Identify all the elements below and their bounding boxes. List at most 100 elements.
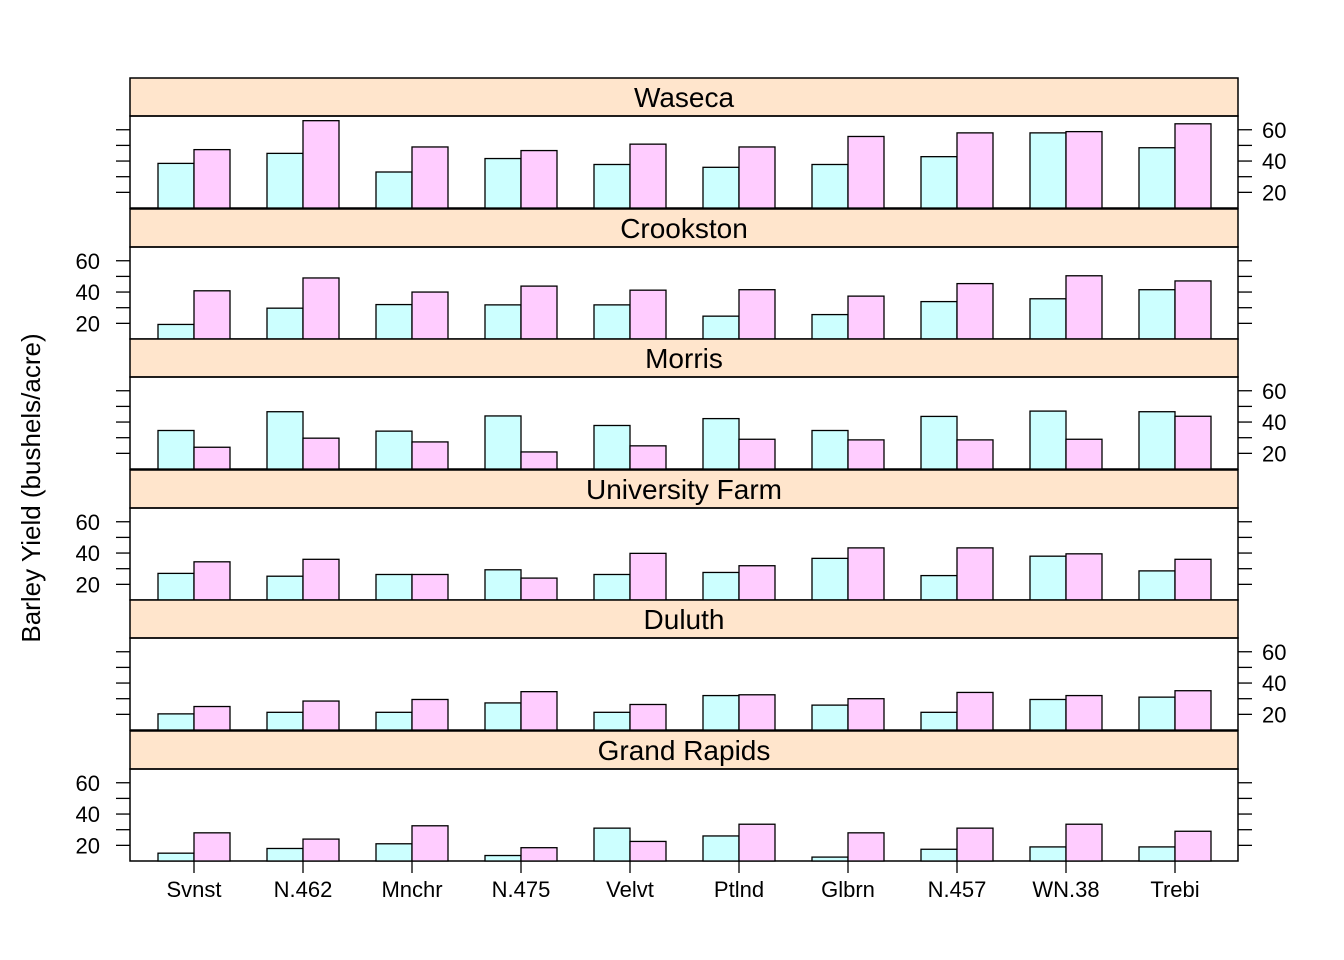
bar-mnchr-series-0 — [375, 430, 413, 470]
bar-glbrn-series-1 — [847, 135, 885, 209]
bar-svnst-series-0 — [157, 162, 195, 209]
bar-n-475-series-1 — [520, 847, 558, 862]
bar-trebi-series-1 — [1174, 123, 1212, 209]
bar-trebi-series-0 — [1138, 570, 1176, 601]
panel-frame — [129, 637, 1239, 731]
y-tick-label-left: 60 — [76, 771, 100, 796]
bar-trebi-series-1 — [1174, 830, 1212, 862]
bar-n-462-series-1 — [302, 277, 340, 340]
bar-wn-38-series-0 — [1029, 846, 1067, 862]
bar-n-457-series-0 — [920, 415, 958, 470]
panel-strip — [129, 599, 1239, 639]
bar-trebi-series-1 — [1174, 415, 1212, 470]
x-tick-label-n-475: N.475 — [492, 877, 551, 902]
bar-velvt-series-0 — [593, 711, 631, 731]
x-tick-label-svnst: Svnst — [166, 877, 221, 902]
bar-n-475-series-1 — [520, 577, 558, 601]
bar-wn-38-series-1 — [1065, 275, 1103, 340]
panel-crookston: Crookston 20 40 60 — [76, 208, 1252, 340]
bar-svnst-series-1 — [193, 561, 231, 601]
panel-frame — [129, 376, 1239, 470]
y-tick-label-right: 60 — [1262, 379, 1286, 404]
bar-n-475-series-0 — [484, 415, 522, 470]
panel-strip — [129, 208, 1239, 248]
bar-glbrn-series-0 — [811, 429, 849, 470]
bar-n-462-series-1 — [302, 838, 340, 862]
bar-mnchr-series-0 — [375, 303, 413, 340]
y-tick-label-left: 40 — [76, 541, 100, 566]
y-tick-label-left: 60 — [76, 249, 100, 274]
bar-n-475-series-1 — [520, 149, 558, 209]
y-tick-label-left: 20 — [76, 833, 100, 858]
bar-n-457-series-1 — [956, 132, 994, 209]
bar-svnst-series-0 — [157, 572, 195, 601]
bar-n-475-series-0 — [484, 854, 522, 862]
bar-svnst-series-0 — [157, 852, 195, 862]
bar-velvt-series-0 — [593, 424, 631, 470]
bar-ptlnd-series-1 — [738, 146, 776, 209]
bar-velvt-series-0 — [593, 827, 631, 862]
bar-ptlnd-series-1 — [738, 823, 776, 862]
panel-strip — [129, 77, 1239, 117]
bar-n-462-series-0 — [266, 575, 304, 601]
bar-ptlnd-series-0 — [702, 835, 740, 862]
bar-svnst-series-1 — [193, 705, 231, 731]
bar-svnst-series-1 — [193, 148, 231, 209]
y-axis-title: Barley Yield (bushels/acre) — [16, 333, 46, 642]
bar-velvt-series-1 — [629, 289, 667, 340]
bar-ptlnd-series-1 — [738, 694, 776, 731]
bar-wn-38-series-0 — [1029, 410, 1067, 470]
bar-ptlnd-series-1 — [738, 438, 776, 470]
bar-velvt-series-1 — [629, 445, 667, 470]
bar-mnchr-series-1 — [411, 291, 449, 340]
bar-n-475-series-0 — [484, 569, 522, 601]
bar-ptlnd-series-0 — [702, 166, 740, 209]
bar-wn-38-series-1 — [1065, 130, 1103, 209]
bar-n-462-series-0 — [266, 307, 304, 340]
bar-wn-38-series-0 — [1029, 555, 1067, 601]
panel-strip-label: University Farm — [586, 474, 782, 505]
bar-svnst-series-0 — [157, 713, 195, 731]
x-tick-label-wn-38: WN.38 — [1032, 877, 1099, 902]
bar-glbrn-series-0 — [811, 313, 849, 340]
bar-n-475-series-1 — [520, 285, 558, 340]
x-tick-label-mnchr: Mnchr — [381, 877, 442, 902]
panel-frame — [129, 115, 1239, 209]
bar-n-475-series-1 — [520, 691, 558, 731]
bar-n-462-series-1 — [302, 558, 340, 601]
bar-glbrn-series-0 — [811, 163, 849, 209]
bar-mnchr-series-0 — [375, 573, 413, 601]
panel-strip — [129, 338, 1239, 378]
bar-n-462-series-0 — [266, 711, 304, 731]
y-tick-label-right: 20 — [1262, 441, 1286, 466]
bar-ptlnd-series-0 — [702, 315, 740, 340]
bar-velvt-series-1 — [629, 703, 667, 731]
bar-n-457-series-1 — [956, 547, 994, 601]
panel-waseca: Waseca 20 40 60 — [116, 77, 1286, 209]
x-tick-label-n-462: N.462 — [274, 877, 333, 902]
bar-ptlnd-series-0 — [702, 571, 740, 601]
bar-mnchr-series-1 — [411, 441, 449, 470]
bar-svnst-series-0 — [157, 323, 195, 340]
bar-n-457-series-1 — [956, 691, 994, 731]
bar-svnst-series-1 — [193, 290, 231, 340]
y-tick-label-left: 40 — [76, 280, 100, 305]
y-tick-label-left: 20 — [76, 311, 100, 336]
y-tick-label-right: 20 — [1262, 702, 1286, 727]
bar-svnst-series-0 — [157, 429, 195, 470]
bar-n-475-series-1 — [520, 451, 558, 470]
bar-trebi-series-1 — [1174, 690, 1212, 731]
bar-trebi-series-0 — [1138, 289, 1176, 340]
y-tick-label-left: 20 — [76, 572, 100, 597]
bar-n-475-series-0 — [484, 702, 522, 731]
y-tick-label-right: 40 — [1262, 149, 1286, 174]
bar-glbrn-series-0 — [811, 856, 849, 862]
bar-velvt-series-1 — [629, 552, 667, 601]
bar-velvt-series-0 — [593, 304, 631, 340]
y-tick-label-left: 40 — [76, 802, 100, 827]
panel-strip — [129, 469, 1239, 509]
bar-ptlnd-series-1 — [738, 565, 776, 601]
panel-strip — [129, 730, 1239, 770]
panel-strip-label: Morris — [645, 343, 723, 374]
panels: Waseca204060Crookston204060Morris204060U… — [76, 77, 1286, 862]
